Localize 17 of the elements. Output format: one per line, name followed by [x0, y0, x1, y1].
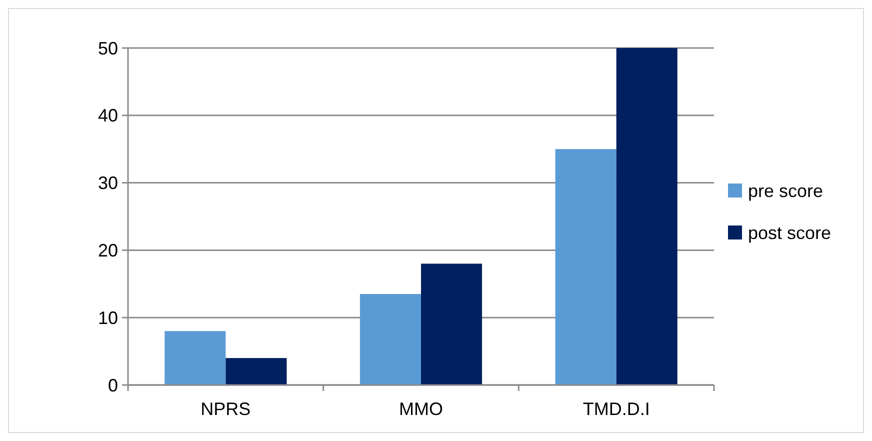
bar: [421, 264, 482, 385]
x-tick-label: MMO: [399, 399, 443, 419]
y-tick-label: 10: [98, 308, 118, 328]
bar: [360, 294, 421, 385]
legend-label: post score: [748, 222, 832, 243]
y-tick-label: 40: [98, 106, 118, 126]
y-tick-label: 20: [98, 240, 118, 260]
x-tick-label: TMD.D.I: [582, 399, 650, 419]
legend-label: pre score: [748, 180, 824, 201]
y-tick-label: 30: [98, 173, 118, 194]
bar: [616, 48, 678, 385]
bar: [226, 358, 287, 385]
bar: [164, 331, 226, 385]
y-tick-label: 0: [108, 375, 118, 396]
y-tick-label: 50: [98, 38, 118, 58]
x-tick-label: NPRS: [200, 399, 251, 419]
bar: [555, 149, 616, 385]
